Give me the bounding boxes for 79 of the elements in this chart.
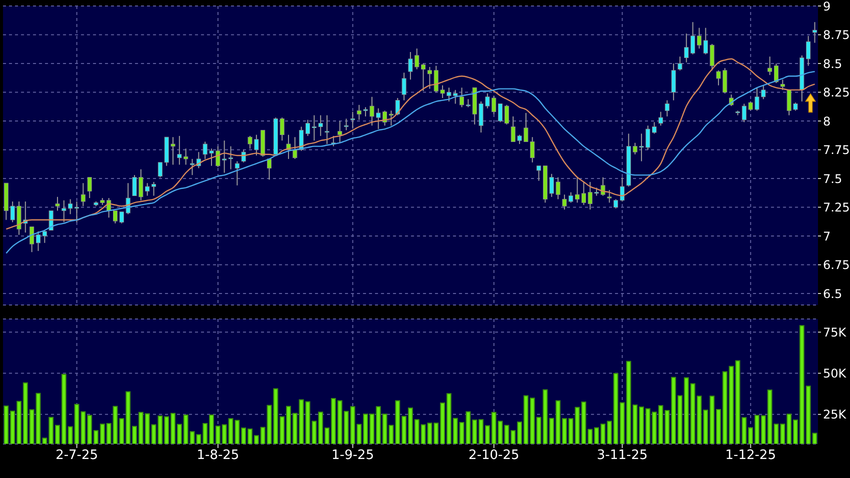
y-tick-label: 8 bbox=[823, 114, 831, 128]
candlestick bbox=[292, 136, 298, 160]
candlestick bbox=[774, 63, 778, 84]
y-tick-label: 6.75 bbox=[823, 258, 850, 272]
candlestick bbox=[350, 111, 355, 128]
y-tick-label: 75K bbox=[823, 325, 848, 340]
candlestick bbox=[812, 22, 817, 44]
candlestick bbox=[36, 230, 40, 252]
y-tick-label: 8.75 bbox=[823, 28, 850, 42]
candlestick bbox=[652, 122, 657, 134]
y-tick-label: 8.25 bbox=[823, 86, 850, 100]
x-tick-label: 1-12-25 bbox=[725, 448, 776, 464]
candlestick bbox=[234, 160, 240, 186]
y-tick-label: 7.25 bbox=[823, 200, 850, 215]
candlestick bbox=[614, 198, 618, 209]
x-tick-label: 1-9-25 bbox=[332, 448, 374, 464]
candlestick bbox=[671, 63, 676, 101]
candlestick bbox=[145, 182, 150, 196]
x-tick-label: 2-10-25 bbox=[468, 448, 520, 464]
candlestick bbox=[42, 230, 47, 244]
candlestick bbox=[664, 100, 670, 117]
candlestick bbox=[184, 148, 188, 166]
candlestick bbox=[581, 181, 586, 206]
line-series bbox=[6, 58, 816, 230]
candlestick bbox=[30, 226, 34, 253]
candlestick bbox=[402, 72, 406, 101]
y-tick-label: 7.75 bbox=[823, 143, 850, 158]
y-tick-label: 6.5 bbox=[823, 286, 842, 301]
candlestick bbox=[607, 190, 612, 204]
candlestick bbox=[382, 110, 388, 126]
candlestick bbox=[68, 198, 73, 215]
candlestick bbox=[306, 119, 310, 136]
candlestick bbox=[87, 176, 92, 199]
y-tick-label: 7 bbox=[823, 229, 831, 244]
candlestick bbox=[684, 33, 689, 63]
candlestick bbox=[228, 146, 234, 170]
candlestick bbox=[678, 56, 682, 71]
candlestick bbox=[658, 111, 663, 126]
candlestick bbox=[190, 158, 195, 176]
y-tick-label: 50K bbox=[823, 366, 848, 381]
candlestick bbox=[55, 196, 60, 212]
candlestick bbox=[460, 87, 464, 108]
candlestick bbox=[427, 66, 432, 90]
candlestick bbox=[780, 79, 785, 90]
candlestick bbox=[575, 176, 580, 204]
candlestick bbox=[241, 149, 246, 163]
candlestick bbox=[62, 200, 66, 223]
candlestick bbox=[498, 103, 503, 123]
candlestick bbox=[768, 56, 772, 76]
y-tick-label: 8.5 bbox=[823, 56, 842, 71]
y-tick-label: 7.5 bbox=[823, 172, 842, 186]
candlestick bbox=[690, 22, 696, 55]
y-tick-label: 9 bbox=[823, 0, 831, 14]
candlestick bbox=[421, 63, 426, 92]
candlestick bbox=[344, 118, 349, 131]
candlestick bbox=[74, 201, 79, 223]
candlestick bbox=[536, 165, 542, 182]
candlestick bbox=[80, 182, 86, 207]
candlestick bbox=[318, 114, 323, 136]
candlestick bbox=[119, 211, 124, 224]
candlestick bbox=[338, 120, 342, 144]
x-tick-label: 3-11-25 bbox=[596, 448, 648, 464]
x-tick-label: 1-8-25 bbox=[196, 448, 240, 464]
candlestick bbox=[504, 104, 509, 125]
candlestick bbox=[620, 176, 624, 202]
candlestick bbox=[158, 162, 162, 178]
candlestick bbox=[280, 117, 284, 142]
candlestick bbox=[806, 35, 811, 66]
candlestick bbox=[312, 114, 316, 142]
y-tick-label: 25K bbox=[823, 408, 848, 422]
candlestick bbox=[113, 210, 118, 224]
candlestick bbox=[388, 110, 394, 126]
candlestick bbox=[267, 158, 272, 180]
candlestick bbox=[152, 181, 156, 196]
candlestick bbox=[324, 114, 330, 144]
candlestick bbox=[696, 27, 702, 50]
candlestick bbox=[395, 98, 400, 116]
candlestick bbox=[177, 135, 182, 166]
x-tick-label: 2-7-25 bbox=[56, 448, 98, 464]
